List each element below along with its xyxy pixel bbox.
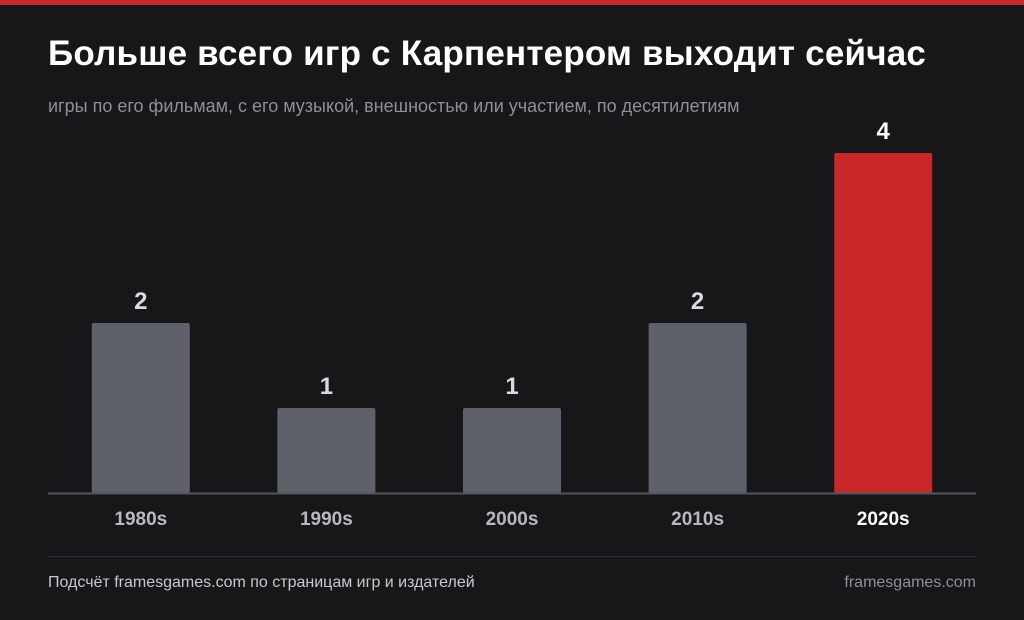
footer-divider <box>48 556 976 557</box>
footer-brand: framesgames.com <box>844 574 976 591</box>
bar-1990s <box>277 408 376 493</box>
category-label-1990s: 1990s <box>300 509 353 530</box>
top-accent-bar <box>0 0 1024 5</box>
category-label-2010s: 2010s <box>671 509 724 530</box>
category-label-2020s: 2020s <box>857 509 910 530</box>
bar-2010s <box>648 323 747 493</box>
chart-title: Больше всего игр с Карпентером выходит с… <box>48 34 927 73</box>
value-label-2020s: 4 <box>877 118 891 145</box>
bar-1980s <box>91 323 190 493</box>
value-label-1980s: 2 <box>134 288 147 315</box>
footer-source-note: Подсчёт framesgames.com по страницам игр… <box>48 574 475 591</box>
bar-2020s <box>834 153 933 493</box>
category-label-1980s: 1980s <box>114 509 167 530</box>
value-label-2000s: 1 <box>505 373 518 400</box>
chart-subtitle: игры по его фильмам, с его музыкой, внеш… <box>48 96 740 116</box>
category-label-2000s: 2000s <box>486 509 539 530</box>
value-label-2010s: 2 <box>691 288 704 315</box>
bar-2000s <box>463 408 561 493</box>
value-label-1990s: 1 <box>320 373 333 400</box>
